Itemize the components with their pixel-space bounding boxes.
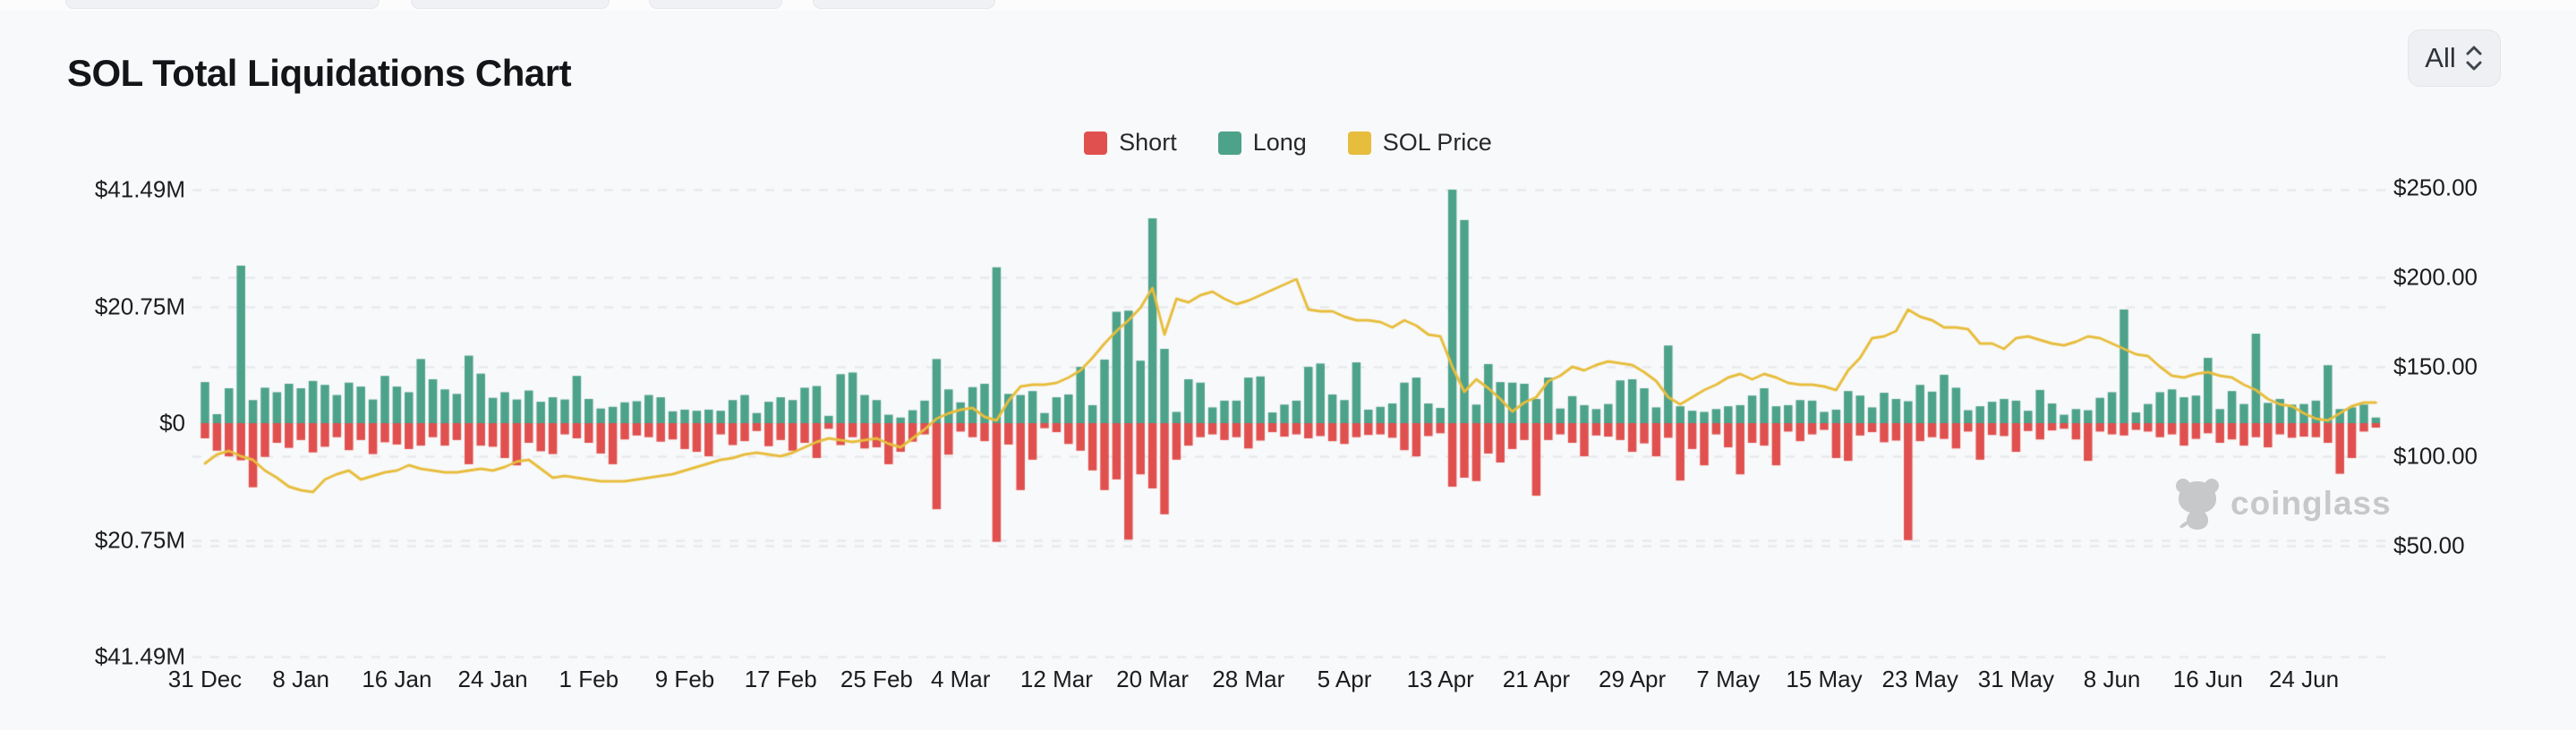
x-axis-label: 31 May: [1977, 666, 2055, 692]
x-axis-label: 1 Feb: [559, 666, 619, 692]
right-axis-label: $250.00: [2393, 174, 2478, 201]
x-axis-label: 12 Mar: [1019, 666, 1093, 692]
x-axis-label: 25 Feb: [840, 666, 913, 692]
x-axis-label: 23 May: [1881, 666, 1958, 692]
x-axis-label: 24 Jun: [2268, 666, 2340, 692]
right-axis-label: $100.00: [2393, 442, 2478, 470]
x-axis-label: 31 Dec: [167, 666, 243, 692]
x-axis-label: 13 Apr: [1406, 666, 1474, 692]
x-axis-label: 17 Feb: [744, 666, 817, 692]
left-axis-label: $41.49M: [94, 642, 185, 670]
right-axis-label: $200.00: [2393, 263, 2478, 291]
x-axis-label: 8 Jun: [2083, 666, 2141, 692]
x-axis-label: 4 Mar: [930, 666, 991, 692]
x-axis-label: 21 Apr: [1502, 666, 1570, 692]
left-axis-label: $0: [159, 409, 185, 437]
x-axis-label: 20 Mar: [1116, 666, 1190, 692]
right-axis-label: $50.00: [2393, 531, 2465, 559]
x-axis-label: 16 Jan: [362, 666, 432, 692]
x-axis-label: 8 Jan: [272, 666, 329, 692]
left-axis-label: $20.75M: [94, 526, 185, 554]
x-axis-label: 9 Feb: [654, 666, 715, 692]
x-axis-label: 7 May: [1696, 666, 1761, 692]
right-axis-label: $150.00: [2393, 352, 2478, 380]
x-axis-label: 16 Jun: [2172, 666, 2243, 692]
x-axis-label: 24 Jan: [457, 666, 528, 692]
left-axis-label: $41.49M: [94, 175, 185, 203]
x-axis-label: 5 Apr: [1317, 666, 1372, 692]
x-axis-label: 29 Apr: [1599, 666, 1667, 692]
x-axis-label: 28 Mar: [1212, 666, 1285, 692]
x-axis-label: 15 May: [1786, 666, 1863, 692]
left-axis-label: $20.75M: [94, 293, 185, 320]
